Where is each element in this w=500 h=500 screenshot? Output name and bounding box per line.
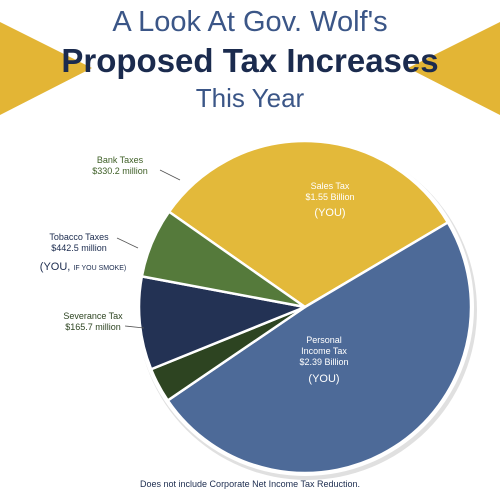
label-income-tax-name-2: Income Tax: [301, 346, 347, 356]
leader-tobacco-taxes: [116, 237, 139, 249]
label-income-tax-value: $2.39 Billion: [299, 357, 348, 367]
right-ribbon: [408, 22, 500, 115]
label-tobacco-taxes-value: $442.5 million: [51, 243, 107, 253]
title-line-3: This Year: [195, 83, 305, 113]
label-bank-taxes-value: $330.2 million: [92, 166, 148, 176]
pie-slice-bank-taxes: [140, 210, 307, 309]
label-income-tax-name-1: Personal: [306, 335, 342, 345]
label-tobacco-taxes-name: Tobacco Taxes: [49, 232, 109, 242]
label-tobacco-taxes-note: (YOU, IF YOU SMOKE): [40, 261, 126, 273]
label-sales-tax-name: Sales Tax: [311, 181, 350, 191]
label-sales-tax-note: (YOU): [314, 207, 345, 219]
leader-severance-tax: [124, 325, 145, 329]
label-severance-tax-name: Severance Tax: [63, 311, 123, 321]
left-ribbon: [0, 22, 92, 115]
leader-bank-taxes: [159, 169, 181, 181]
label-income-tax-note: (YOU): [308, 373, 339, 385]
label-severance-tax-value: $165.7 million: [65, 322, 121, 332]
label-bank-taxes-name: Bank Taxes: [97, 155, 144, 165]
title-line-2: Proposed Tax Increases: [61, 42, 439, 79]
title-line-1: A Look At Gov. Wolf's: [112, 6, 388, 38]
footnote: Does not include Corporate Net Income Ta…: [140, 479, 360, 489]
pie-slice-sales-tax: [167, 139, 450, 309]
label-sales-tax-value: $1.55 Billion: [305, 192, 354, 202]
pie-slice-personal-income-tax: [166, 221, 473, 475]
